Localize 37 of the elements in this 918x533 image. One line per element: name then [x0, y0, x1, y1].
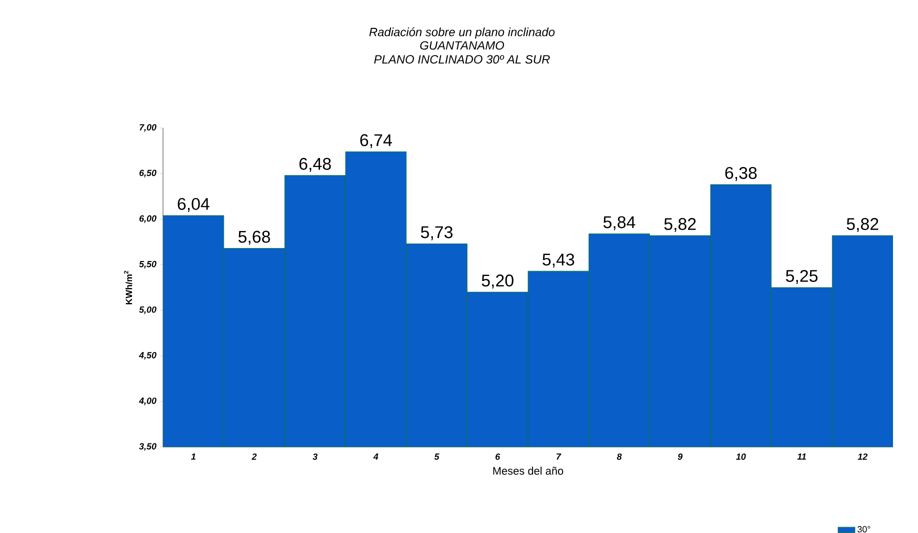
chart-subtitle: GUANTANAMO PLANO INCLINADO 30º AL SUR	[374, 41, 550, 64]
x-axis-title: Meses del año	[493, 466, 564, 475]
data-label: 5,84	[603, 216, 636, 230]
y-tick-label: 3,50	[139, 443, 156, 451]
data-label: 5,43	[542, 254, 574, 268]
x-tick-label: 12	[858, 454, 868, 460]
chart-title: Radiación sobre un plano inclinado	[369, 27, 555, 39]
data-label: 5,73	[420, 226, 452, 240]
data-label: 5,82	[664, 218, 696, 232]
legend-label: 30°	[858, 526, 870, 532]
x-tick-label: 6	[496, 454, 500, 460]
data-label: 5,20	[482, 274, 514, 289]
x-tick-label: 11	[797, 454, 806, 460]
y-tick-label: 7,00	[140, 124, 156, 132]
data-label: 5,82	[846, 218, 878, 232]
x-tick-label: 9	[678, 454, 683, 460]
x-tick-label: 1	[191, 454, 196, 460]
data-label: 5,25	[786, 270, 818, 284]
y-tick-label: 5,50	[139, 260, 156, 269]
x-tick-label: 8	[616, 453, 622, 460]
x-tick-label: 4	[373, 454, 378, 460]
x-tick-label: 2	[252, 454, 257, 460]
data-label: 5,68	[238, 230, 270, 245]
x-tick-label: 10	[736, 454, 746, 460]
y-axis-title: KWh/m$^{2}$	[124, 270, 132, 304]
y-tick-label: 4,50	[138, 352, 156, 360]
data-label: 6,38	[725, 166, 757, 181]
y-tick-label: 5,00	[139, 306, 156, 314]
x-tick-label: 5	[434, 454, 440, 460]
data-label: 6,74	[360, 134, 392, 148]
data-label: 6,04	[178, 198, 210, 212]
x-tick-label: 7	[556, 454, 562, 460]
y-tick-label: 6,50	[139, 170, 156, 178]
y-tick-label: 4,00	[138, 398, 156, 406]
x-tick-label: 3	[312, 454, 318, 460]
y-tick-label: 6,00	[139, 215, 156, 223]
data-label: 6,48	[299, 158, 331, 172]
